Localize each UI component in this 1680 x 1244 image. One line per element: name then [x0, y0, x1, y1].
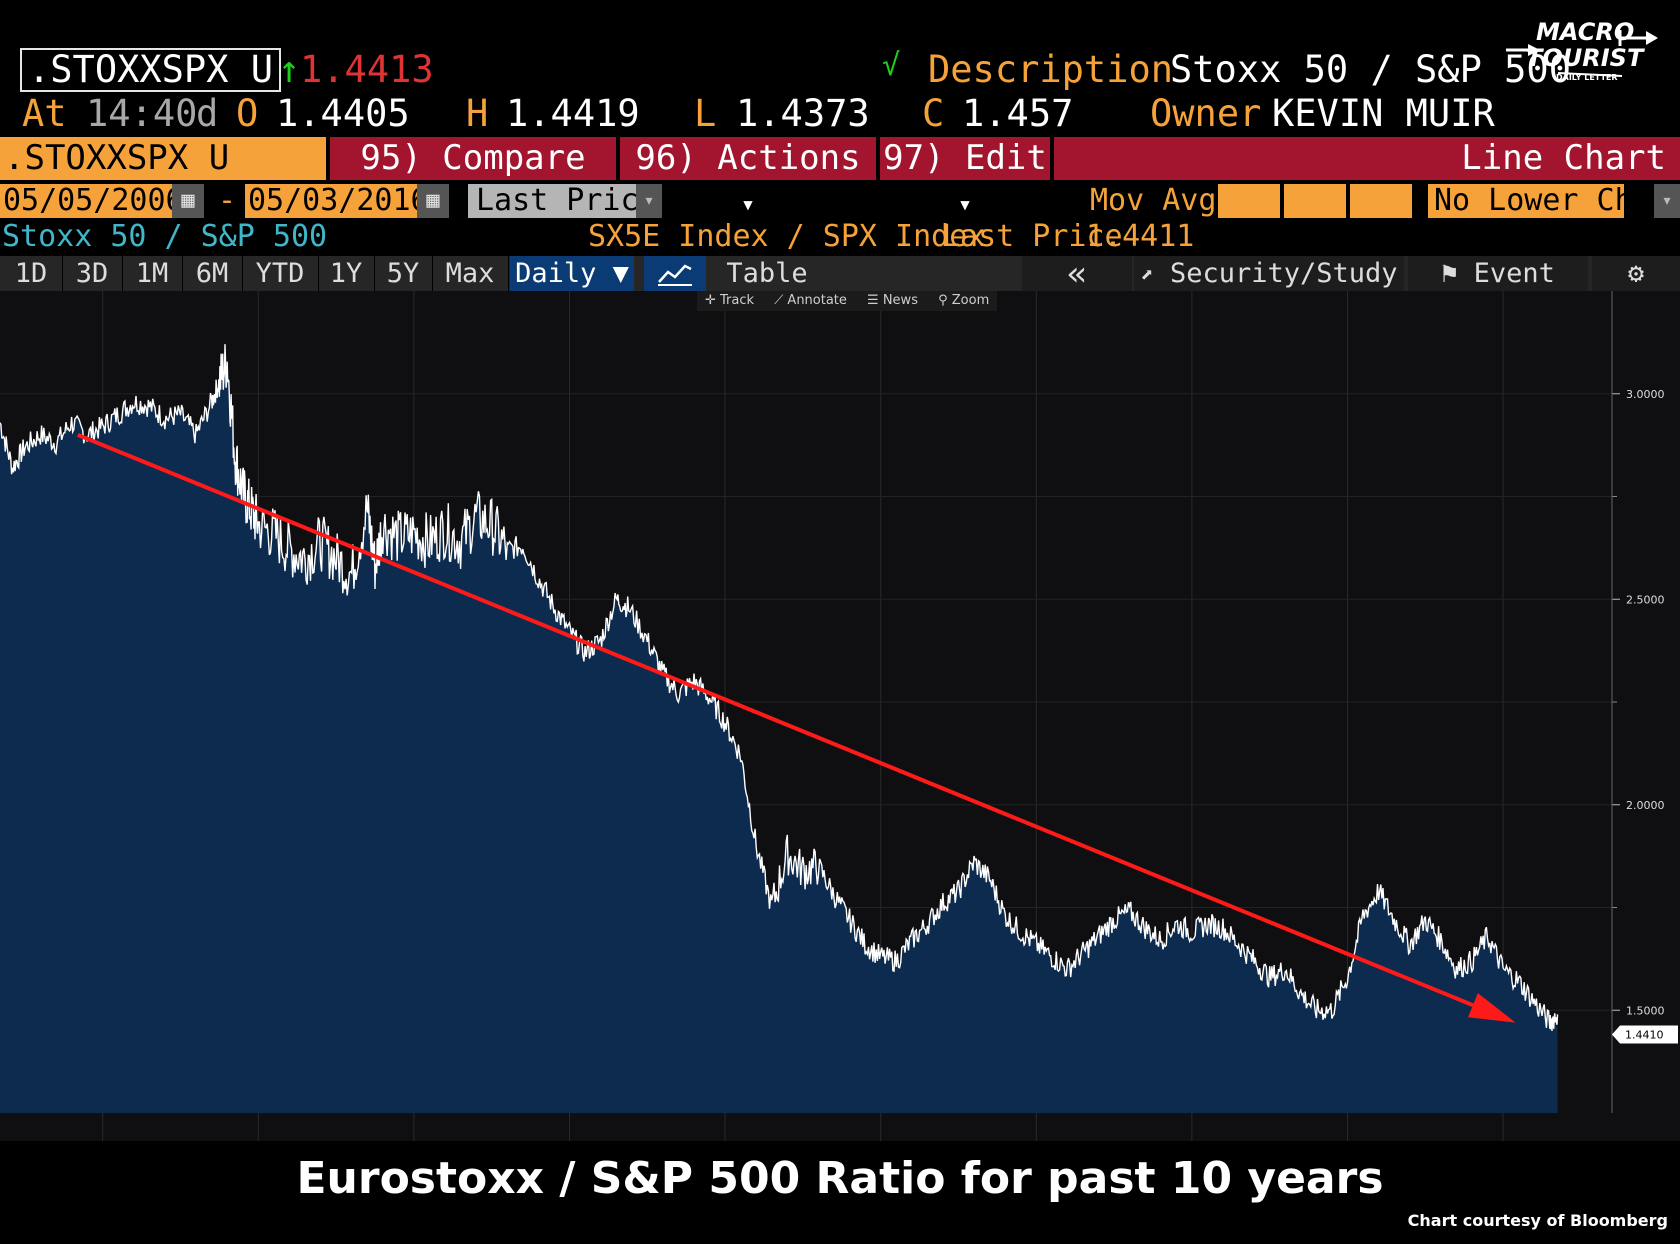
y-tick-label: 2.5000 [1626, 593, 1665, 606]
period-1m[interactable]: 1M [122, 256, 183, 292]
chart-caption: Eurostoxx / S&P 500 Ratio for past 10 ye… [296, 1153, 1384, 1204]
event-button[interactable]: ⚑ Event [1408, 256, 1588, 292]
settings-bar: 05/05/2006 ▦ - 05/03/2016 ▦ Last Price ▾… [0, 182, 1680, 219]
date-dash: - [218, 183, 237, 218]
zoom-button[interactable]: ⚲ Zoom [938, 293, 990, 308]
last-value-box [1612, 1025, 1678, 1044]
study-icon: ⬈ [1140, 263, 1154, 288]
index-label[interactable]: .STOXXSPX U Index [0, 137, 326, 221]
period-max[interactable]: Max [432, 256, 509, 292]
annotate-button[interactable]: ⟋ Annotate [774, 293, 847, 308]
period-6m[interactable]: 6M [182, 256, 243, 292]
security-study-label: Security/Study [1169, 258, 1398, 289]
news-button[interactable]: ☰ News [867, 293, 918, 308]
flag-icon: ⚑ [1441, 258, 1458, 289]
security-header: .STOXXSPX U ↑ 1.4413 √ Description Stoxx… [0, 44, 1680, 94]
close-value: 1.457 [962, 92, 1074, 135]
collapse-icon[interactable]: « [1022, 256, 1132, 292]
chart-area: 2006200720082009201020112012201320142015… [0, 291, 1680, 1141]
edit-button[interactable]: 97) Edit ▾ [880, 137, 1050, 218]
open-value: 1.4405 [276, 92, 410, 135]
ohlc-row: At 14:40 d O 1.4405 H 1.4419 L 1.4373 C … [0, 92, 1680, 136]
ticker-box[interactable]: .STOXXSPX U [20, 48, 282, 92]
series-formula: SX5E Index / SPX Index [588, 219, 986, 254]
period-3d[interactable]: 3D [62, 256, 123, 292]
calendar-icon[interactable]: ▦ [417, 184, 449, 218]
last-price-label: Last Price [942, 219, 1123, 254]
y-tick-label: 1.5000 [1626, 1004, 1665, 1017]
owner-label: Owner [1150, 92, 1262, 135]
open-label: O [236, 92, 259, 135]
chart-toolbar: 1D 3D 1M 6M YTD 1Y 5Y Max Daily ▼ Table … [0, 256, 1680, 292]
period-ytd[interactable]: YTD [242, 256, 319, 292]
track-button[interactable]: ✛ Track [705, 293, 755, 308]
edit-caret-icon: ▾ [957, 190, 973, 218]
series-line [0, 344, 1559, 1032]
table-button[interactable]: Table [726, 258, 808, 289]
series-area [0, 344, 1558, 1114]
last-price: 1.4413 [300, 48, 434, 91]
frequency-select[interactable]: Daily ▼ [510, 256, 634, 292]
description-label: Description [928, 48, 1174, 91]
lower-chart-select[interactable]: No Lower Chart [1428, 184, 1680, 218]
low-label: L [694, 92, 717, 135]
last-arrow: ↑ [278, 48, 301, 91]
period-5y[interactable]: 5Y [374, 256, 433, 292]
dropdown-icon[interactable]: ▾ [636, 184, 662, 218]
actions-caret-icon: ▾ [740, 190, 756, 218]
legend-bar: Stoxx 50 / S&P 500 SX5E Index / SPX Inde… [0, 219, 1680, 255]
trend-arrow-line [77, 432, 1474, 1008]
actions-button[interactable]: 96) Actions ▾ [620, 137, 876, 218]
quote-time-suffix: d [196, 92, 219, 135]
calendar-icon[interactable]: ▦ [172, 184, 204, 218]
mov-avg-input[interactable] [1284, 184, 1346, 218]
compare-button[interactable]: 95) Compare [330, 137, 616, 180]
start-date-input[interactable]: 05/05/2006 [0, 184, 187, 218]
period-1y[interactable]: 1Y [318, 256, 375, 292]
y-tick-label: 2.0000 [1626, 799, 1665, 812]
last-price-value: 1.4411 [1086, 219, 1195, 254]
chart-mini-toolbar: ✛ Track ⟋ Annotate ☰ News ⚲ Zoom [697, 291, 998, 311]
security-study-button[interactable]: ⬈ Security/Study [1134, 256, 1404, 292]
command-bar: .STOXXSPX U Index 95) Compare 96) Action… [0, 137, 1680, 221]
chart-type-label: Line Chart [1054, 137, 1680, 180]
period-1d[interactable]: 1D [0, 256, 63, 292]
quote-time: 14:40 [86, 92, 198, 135]
chart-credit: Chart courtesy of Bloomberg [1407, 1211, 1668, 1230]
y-tick-label: 3.0000 [1626, 388, 1665, 401]
last-value-label: 1.4410 [1625, 1028, 1664, 1041]
gear-icon[interactable]: ⚙ [1592, 256, 1680, 292]
actions-label: 96) Actions [635, 138, 861, 178]
series-name: Stoxx 50 / S&P 500 [2, 219, 328, 254]
logo-line3: DAILY LETTER [1556, 73, 1618, 82]
check-mark: √ [882, 48, 901, 83]
line-chart-icon[interactable] [644, 256, 706, 292]
mov-avg-input[interactable] [1350, 184, 1412, 218]
dropdown-icon[interactable]: ▾ [1654, 184, 1680, 218]
price-field-select[interactable]: Last Price [468, 184, 657, 218]
edit-label: 97) Edit [883, 138, 1047, 178]
description-value: Stoxx 50 / S&P 500 [1170, 48, 1571, 91]
ratio-chart: 2006200720082009201020112012201320142015… [0, 291, 1680, 1141]
event-label: Event [1473, 258, 1555, 289]
logo-line2: TOURIST [1526, 44, 1645, 72]
mov-avg-label: Mov Avg [1090, 183, 1217, 218]
low-value: 1.4373 [736, 92, 870, 135]
end-date-input[interactable]: 05/03/2016 [245, 184, 432, 218]
close-label: C [922, 92, 945, 135]
mov-avg-input[interactable] [1218, 184, 1280, 218]
logo-line1: MACRO [1536, 18, 1634, 46]
owner-value: KEVIN MUIR [1272, 92, 1495, 135]
high-value: 1.4419 [506, 92, 640, 135]
trend-arrow-head [1468, 993, 1516, 1023]
high-label: H [466, 92, 489, 135]
at-label: At [22, 92, 67, 135]
macro-tourist-logo: MACRO TOURIST DAILY LETTER [1506, 18, 1658, 82]
